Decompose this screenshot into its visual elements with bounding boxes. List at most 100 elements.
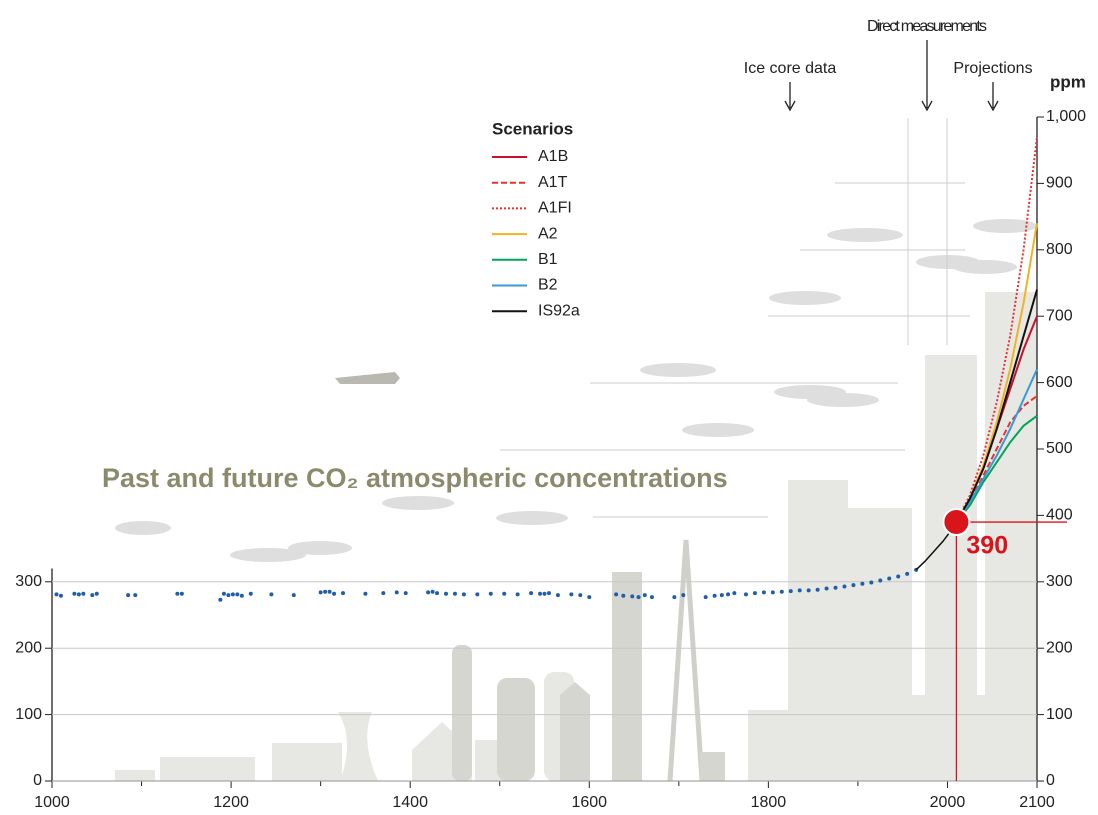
ice-core-point (614, 592, 619, 597)
ice-core-point (887, 576, 892, 581)
y-tick-label: 300 (15, 573, 42, 590)
y-tick-label: 400 (1046, 507, 1073, 524)
y-tick-label: 0 (1046, 772, 1055, 789)
annotation-arrow (784, 40, 999, 112)
ice-core-point (779, 589, 784, 594)
x-tick-label: 1800 (751, 794, 787, 811)
ice-core-point (681, 593, 686, 598)
ice-core-point (488, 591, 493, 596)
y-tick-label: 100 (1046, 706, 1073, 723)
ice-core-point (672, 595, 677, 600)
ice-core-point (578, 593, 583, 598)
ice-core-point (587, 595, 592, 600)
ice-core-point (905, 571, 910, 576)
scenario-line (955, 414, 1038, 523)
ice-core-point (394, 590, 399, 595)
ice-core-point (649, 595, 654, 600)
background-illustration (115, 118, 1037, 782)
ice-core-point (515, 592, 520, 597)
ice-core-point (896, 574, 901, 579)
ice-core-point (179, 591, 184, 596)
ice-core-point (444, 591, 448, 596)
legend-title: Scenarios (492, 119, 573, 138)
ice-core-point (642, 593, 647, 598)
ice-core-point (636, 595, 641, 600)
x-tick-label: 2100 (1019, 794, 1055, 811)
y-tick-label: 300 (1046, 573, 1073, 590)
ice-core-point (54, 592, 59, 597)
ice-core-point (381, 591, 386, 596)
ice-core-point (502, 591, 507, 596)
y-tick-label: 600 (1046, 374, 1073, 391)
ice-core-point (318, 590, 323, 595)
ice-core-point (430, 589, 435, 594)
x-tick-label: 1000 (34, 794, 70, 811)
legend-label: IS92a (538, 302, 580, 319)
ice-core-point (235, 592, 240, 597)
highlight-label: 390 (966, 532, 1008, 560)
ice-core-point (824, 586, 829, 591)
ice-core-point (221, 591, 226, 596)
ice-core-point (90, 593, 95, 598)
ice-core-point (726, 592, 731, 597)
scenario-line (955, 368, 1038, 523)
ice-core-point (461, 592, 466, 597)
ice-core-point (842, 584, 847, 589)
ice-core-point (788, 589, 793, 594)
ice-core-point (403, 591, 408, 596)
ice-core-point (363, 591, 368, 596)
ice-core-point (555, 593, 560, 598)
ice-core-point (569, 592, 574, 597)
ice-core-point (230, 592, 235, 597)
ice-core-point (94, 591, 99, 596)
ice-core-point (797, 588, 802, 593)
ice-core-point (81, 591, 86, 596)
ice-core-point (269, 592, 274, 597)
scenario-line (955, 136, 1038, 523)
ice-core-point (761, 590, 766, 595)
annotation: Projections (953, 60, 1032, 77)
ice-core-point (806, 588, 811, 593)
ice-core-point (239, 593, 244, 598)
legend-label: A1FI (538, 200, 572, 217)
scenario-line (955, 289, 1038, 523)
ice-core-point (475, 592, 480, 597)
ice-core-point (630, 594, 635, 599)
ice-core-point (743, 592, 748, 597)
chart-title: Past and future CO₂ atmospheric concentr… (102, 463, 728, 493)
legend-label: A1B (538, 148, 568, 165)
ice-core-point (226, 593, 231, 598)
ice-core-point (291, 593, 296, 598)
ice-core-point (546, 591, 551, 596)
ice-core-point (538, 591, 543, 596)
ice-core-point (851, 583, 856, 588)
ice-core-point (878, 578, 883, 583)
ice-core-point (332, 591, 337, 596)
ice-core-point (248, 591, 253, 596)
legend-label: A2 (538, 225, 558, 242)
ice-core-point (426, 590, 431, 595)
y-tick-label: 800 (1046, 241, 1073, 258)
y-tick-label: 0 (33, 772, 42, 789)
ice-core-point (732, 591, 737, 596)
x-tick-label: 1400 (392, 794, 428, 811)
ice-core-point (621, 593, 626, 598)
ice-core-point (175, 591, 180, 596)
ice-core-point (133, 593, 138, 598)
y-axis-label: ppm (1050, 72, 1086, 91)
ice-core-point (218, 597, 223, 602)
ice-core-point (719, 593, 724, 598)
x-tick-label: 1600 (571, 794, 607, 811)
ice-core-point (76, 592, 81, 597)
x-tick-label: 1200 (213, 794, 249, 811)
ice-core-point (770, 590, 775, 595)
ice-core-point (752, 591, 757, 596)
ice-core-point (815, 587, 820, 592)
y-tick-label: 900 (1046, 175, 1073, 192)
y-tick-label: 200 (15, 639, 42, 656)
ice-core-point (323, 589, 328, 594)
x-tick-label: 2000 (930, 794, 966, 811)
ice-core-point (435, 591, 440, 596)
ice-core-point (869, 580, 874, 585)
